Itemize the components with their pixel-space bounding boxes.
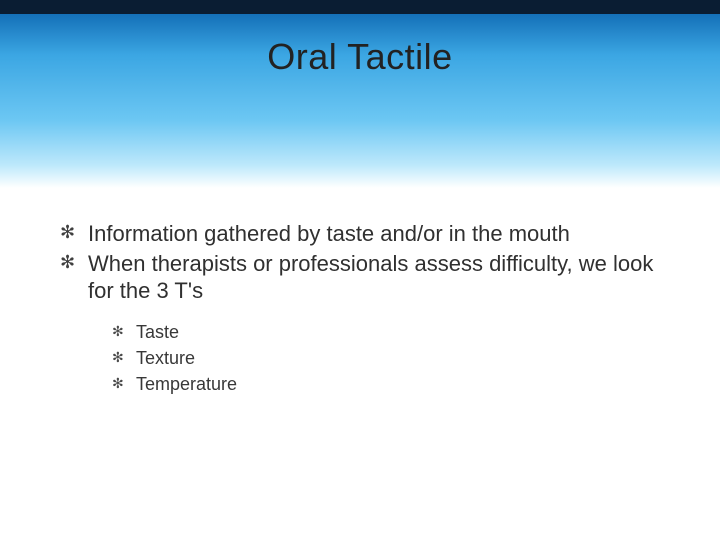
list-item: Taste — [112, 319, 670, 345]
bullet-text: When therapists or professionals assess … — [88, 251, 653, 304]
slide: Oral Tactile Information gathered by tas… — [0, 0, 720, 540]
bullet-text: Taste — [136, 322, 179, 342]
list-item: When therapists or professionals assess … — [60, 250, 670, 397]
bullet-list: Information gathered by taste and/or in … — [60, 220, 670, 397]
bullet-text: Texture — [136, 348, 195, 368]
list-item: Texture — [112, 345, 670, 371]
sub-bullet-list: Taste Texture Temperature — [88, 319, 670, 397]
bullet-text: Temperature — [136, 374, 237, 394]
header-band — [0, 0, 720, 188]
slide-content: Information gathered by taste and/or in … — [60, 220, 670, 399]
slide-title: Oral Tactile — [0, 36, 720, 78]
list-item: Information gathered by taste and/or in … — [60, 220, 670, 248]
list-item: Temperature — [112, 371, 670, 397]
bullet-text: Information gathered by taste and/or in … — [88, 221, 570, 246]
